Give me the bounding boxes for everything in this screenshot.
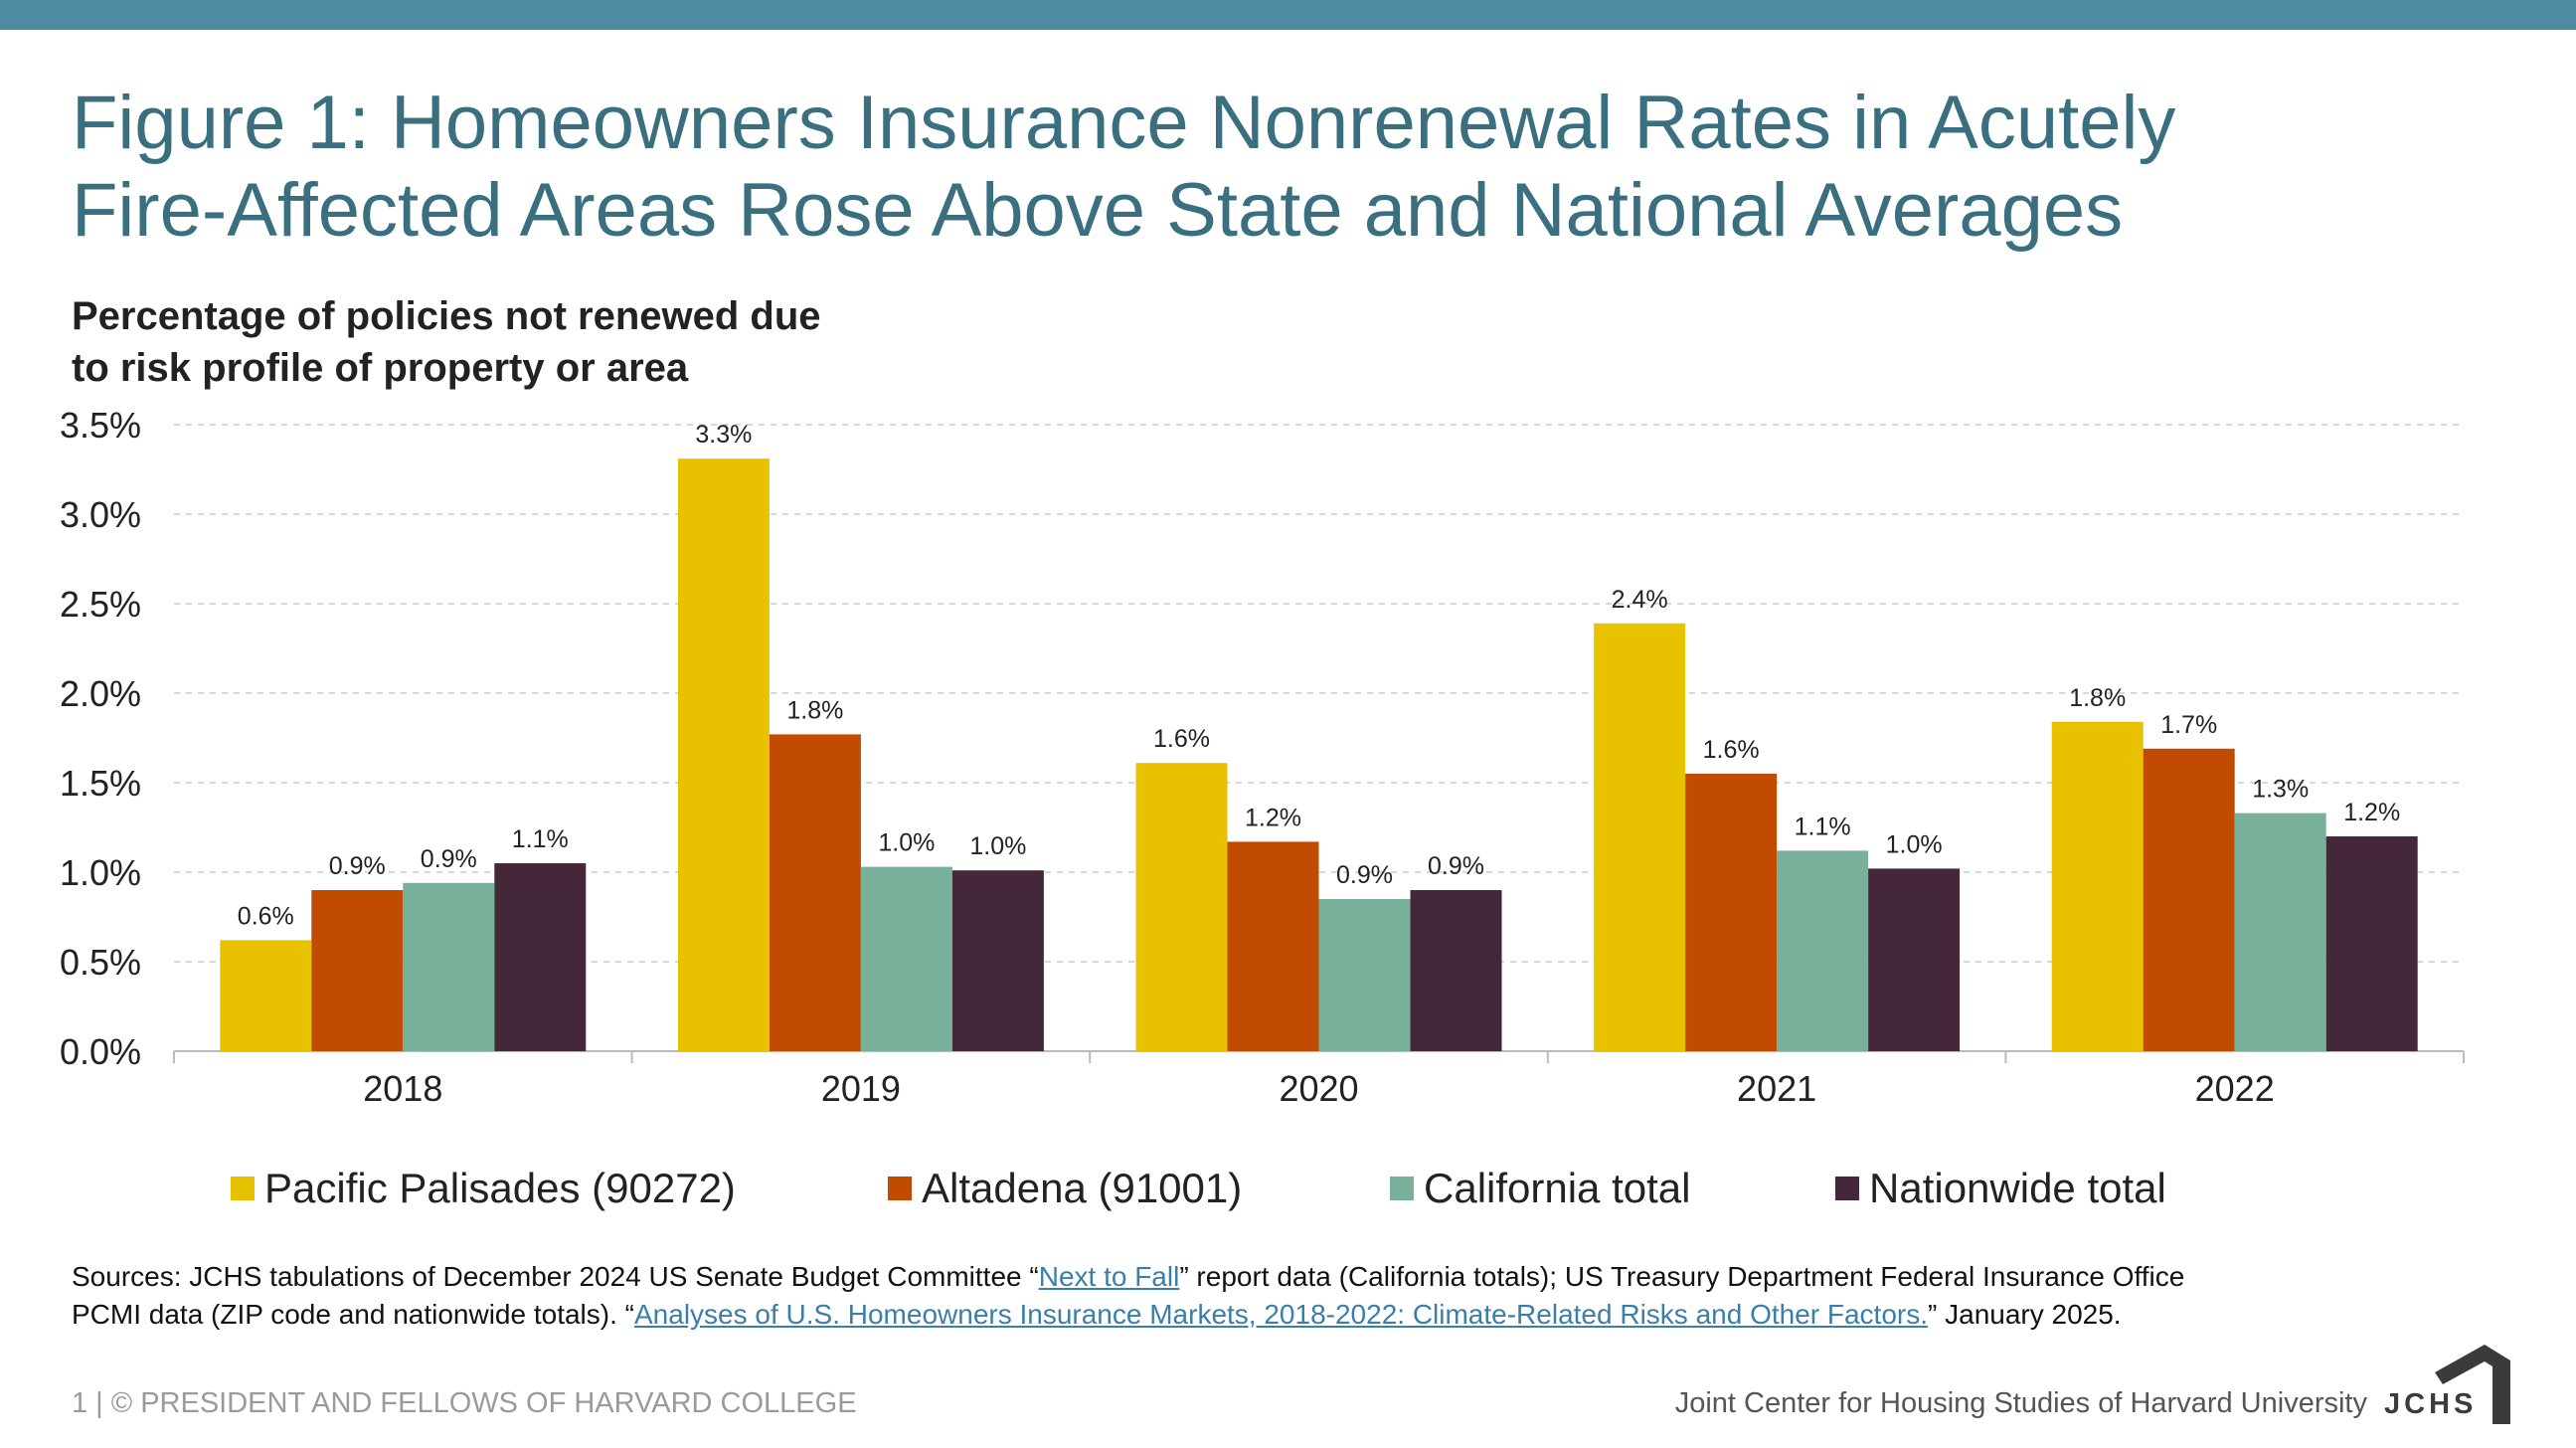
legend-item: Pacific Palisades (90272) — [231, 1154, 736, 1223]
x-tick-label: 2018 — [363, 1068, 442, 1109]
bar — [311, 890, 404, 1051]
legend-item: Altadena (91001) — [888, 1154, 1242, 1223]
data-label: 0.9% — [1336, 861, 1393, 889]
bar — [2234, 813, 2326, 1051]
data-label: 1.7% — [2160, 711, 2217, 739]
y-tick-label: 3.0% — [60, 494, 141, 535]
legend-label: Nationwide total — [1869, 1165, 2166, 1211]
bar — [1777, 850, 1869, 1051]
bar — [1685, 774, 1778, 1051]
y-tick-label: 0.5% — [60, 942, 141, 983]
bar — [2325, 836, 2418, 1051]
bar — [1868, 868, 1961, 1051]
jchs-logo-text: JCHS — [2384, 1388, 2478, 1420]
title-line-2: Fire-Affected Areas Rose Above State and… — [72, 168, 2124, 253]
footer-copyright: 1 | © PRESIDENT AND FELLOWS OF HARVARD C… — [72, 1387, 857, 1419]
data-label: 1.6% — [1703, 736, 1760, 764]
bar — [860, 866, 952, 1051]
bar — [951, 870, 1044, 1051]
footer-organization: Joint Center for Housing Studies of Harv… — [1674, 1387, 2367, 1419]
legend-label: California total — [1424, 1165, 1691, 1211]
bar-chart: 0.0% 0.5% 1.0% 1.5% 2.0% 2.5% 3.0% 3.5% 2018 0.6%… — [60, 405, 2465, 1109]
data-label: 1.1% — [1795, 813, 1851, 840]
bar — [494, 863, 587, 1051]
data-label: 1.3% — [2252, 776, 2309, 804]
sources-note: Sources: JCHS tabulations of December 20… — [72, 1258, 2507, 1334]
bar — [1318, 899, 1411, 1051]
legend-swatch — [1835, 1176, 1859, 1200]
next-to-fall-link[interactable]: Next to Fall — [1038, 1261, 1180, 1292]
data-label: 1.8% — [786, 696, 843, 724]
chart-legend: Pacific Palisades (90272) Altadena (91001… — [0, 1154, 2576, 1223]
jchs-house-logo-icon — [2435, 1345, 2510, 1424]
bar — [677, 458, 770, 1051]
top-accent-bar — [0, 0, 2576, 30]
bar — [2143, 748, 2235, 1051]
data-label: 1.0% — [1886, 830, 1943, 858]
legend-item: California total — [1390, 1154, 1690, 1223]
legend-item: Nationwide total — [1835, 1154, 2166, 1223]
data-label: 1.0% — [969, 832, 1026, 860]
y-tick-label: 3.5% — [60, 405, 141, 446]
legend-label: Pacific Palisades (90272) — [264, 1165, 736, 1211]
page-title: Figure 1: Homeowners Insurance Nonrenewa… — [72, 80, 2507, 255]
sources-text: Sources: JCHS tabulations of December 20… — [72, 1261, 1039, 1292]
data-label: 0.9% — [421, 845, 477, 873]
data-label: 2.4% — [1612, 586, 1668, 614]
bar — [403, 882, 495, 1051]
legend-label: Altadena (91001) — [922, 1165, 1243, 1211]
title-line-1: Figure 1: Homeowners Insurance Nonrenewa… — [72, 81, 2176, 165]
bar — [1594, 623, 1686, 1051]
sources-line-1: Sources: JCHS tabulations of December 20… — [72, 1258, 2507, 1296]
bar — [769, 734, 861, 1051]
data-label: 0.9% — [1428, 852, 1484, 880]
data-label: 0.6% — [238, 902, 294, 930]
bar — [1227, 841, 1319, 1051]
sources-text: ” January 2025. — [1928, 1299, 2122, 1330]
chart-subtitle: Percentage of policies not renewed due t… — [72, 290, 821, 394]
legend-swatch — [1390, 1176, 1414, 1200]
bar — [1410, 890, 1502, 1051]
treasury-analyses-link[interactable]: Analyses of U.S. Homeowners Insurance Ma… — [634, 1299, 1929, 1330]
data-label: 1.0% — [878, 829, 935, 857]
legend-swatch — [231, 1176, 255, 1200]
y-tick-label: 1.5% — [60, 763, 141, 804]
bar — [1135, 763, 1228, 1051]
data-label: 1.1% — [512, 825, 569, 853]
y-tick-label: 1.0% — [60, 852, 141, 893]
y-tick-label: 2.5% — [60, 584, 141, 625]
data-label: 1.2% — [2343, 799, 2400, 826]
y-tick-label: 0.0% — [60, 1031, 141, 1072]
bar — [2051, 721, 2144, 1051]
legend-swatch — [888, 1176, 912, 1200]
data-label: 1.2% — [1245, 804, 1301, 831]
x-tick-label: 2021 — [1737, 1068, 1816, 1109]
x-tick-label: 2022 — [2195, 1068, 2275, 1109]
bar — [220, 940, 312, 1051]
data-label: 3.3% — [695, 421, 752, 449]
data-label: 0.9% — [329, 852, 386, 880]
sources-text: ” report data (California totals); US Tr… — [1179, 1261, 2185, 1292]
data-label: 1.8% — [2069, 684, 2126, 712]
data-label: 1.6% — [1153, 725, 1210, 753]
sources-text: PCMI data (ZIP code and nationwide total… — [72, 1299, 634, 1330]
x-tick-label: 2019 — [821, 1068, 901, 1109]
sources-line-2: PCMI data (ZIP code and nationwide total… — [72, 1296, 2507, 1334]
subtitle-line-1: Percentage of policies not renewed due — [72, 294, 821, 338]
x-tick-label: 2020 — [1279, 1068, 1358, 1109]
subtitle-line-2: to risk profile of property or area — [72, 346, 689, 390]
y-tick-label: 2.0% — [60, 673, 141, 714]
